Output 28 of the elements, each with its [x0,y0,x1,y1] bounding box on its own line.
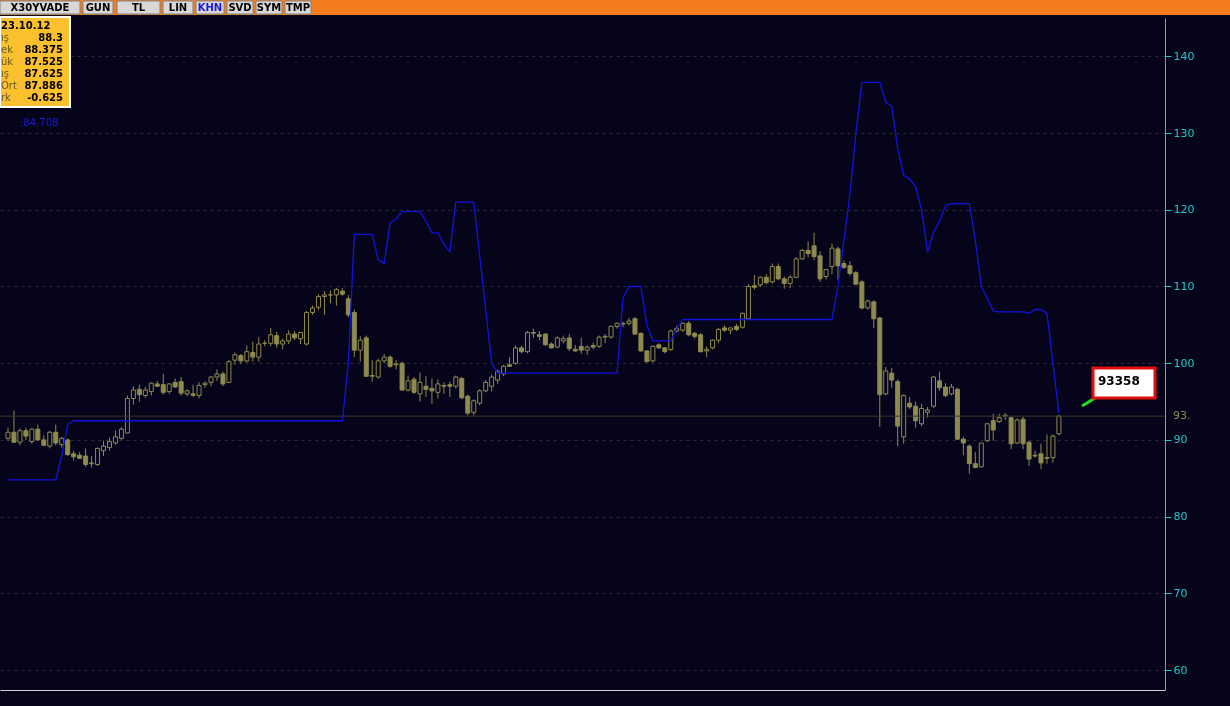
text: X30YVADE [10,2,70,13]
text: rk -0.625 [1,92,63,103]
text: SVD [228,2,252,13]
candlestick [202,381,208,389]
annotation: :84.708 [20,117,59,128]
y-tick-label: 130 [1173,126,1195,140]
text: TL [131,2,146,13]
y-tick-label: 80 [1173,510,1188,524]
y-tick-label: 60 [1173,663,1188,677]
y-tick-label: 120 [1173,203,1195,217]
text: KHN [197,2,223,13]
text: LIN [168,2,188,13]
text: 93358 [1098,374,1140,388]
text: GUN [85,2,111,13]
ref-line-label: 93. [1173,409,1191,423]
annotation: ük 87.525 [1,56,64,67]
y-tick-label: 140 [1173,49,1195,63]
y-tick-label: 90 [1173,433,1188,447]
text: SYM [256,2,282,13]
annotation: 23.10.12 [1,20,51,31]
y-tick-label: 100 [1173,356,1195,370]
text: ış 88.3 [1,32,63,43]
y-tick-label: 70 [1173,586,1188,600]
annotation: ek 88.375 [1,44,64,55]
annotation: Ort 87.886 [1,80,64,91]
text: TMP [285,2,311,13]
text: ış 87.625 [1,68,63,79]
y-tick-label: 110 [1173,279,1195,293]
